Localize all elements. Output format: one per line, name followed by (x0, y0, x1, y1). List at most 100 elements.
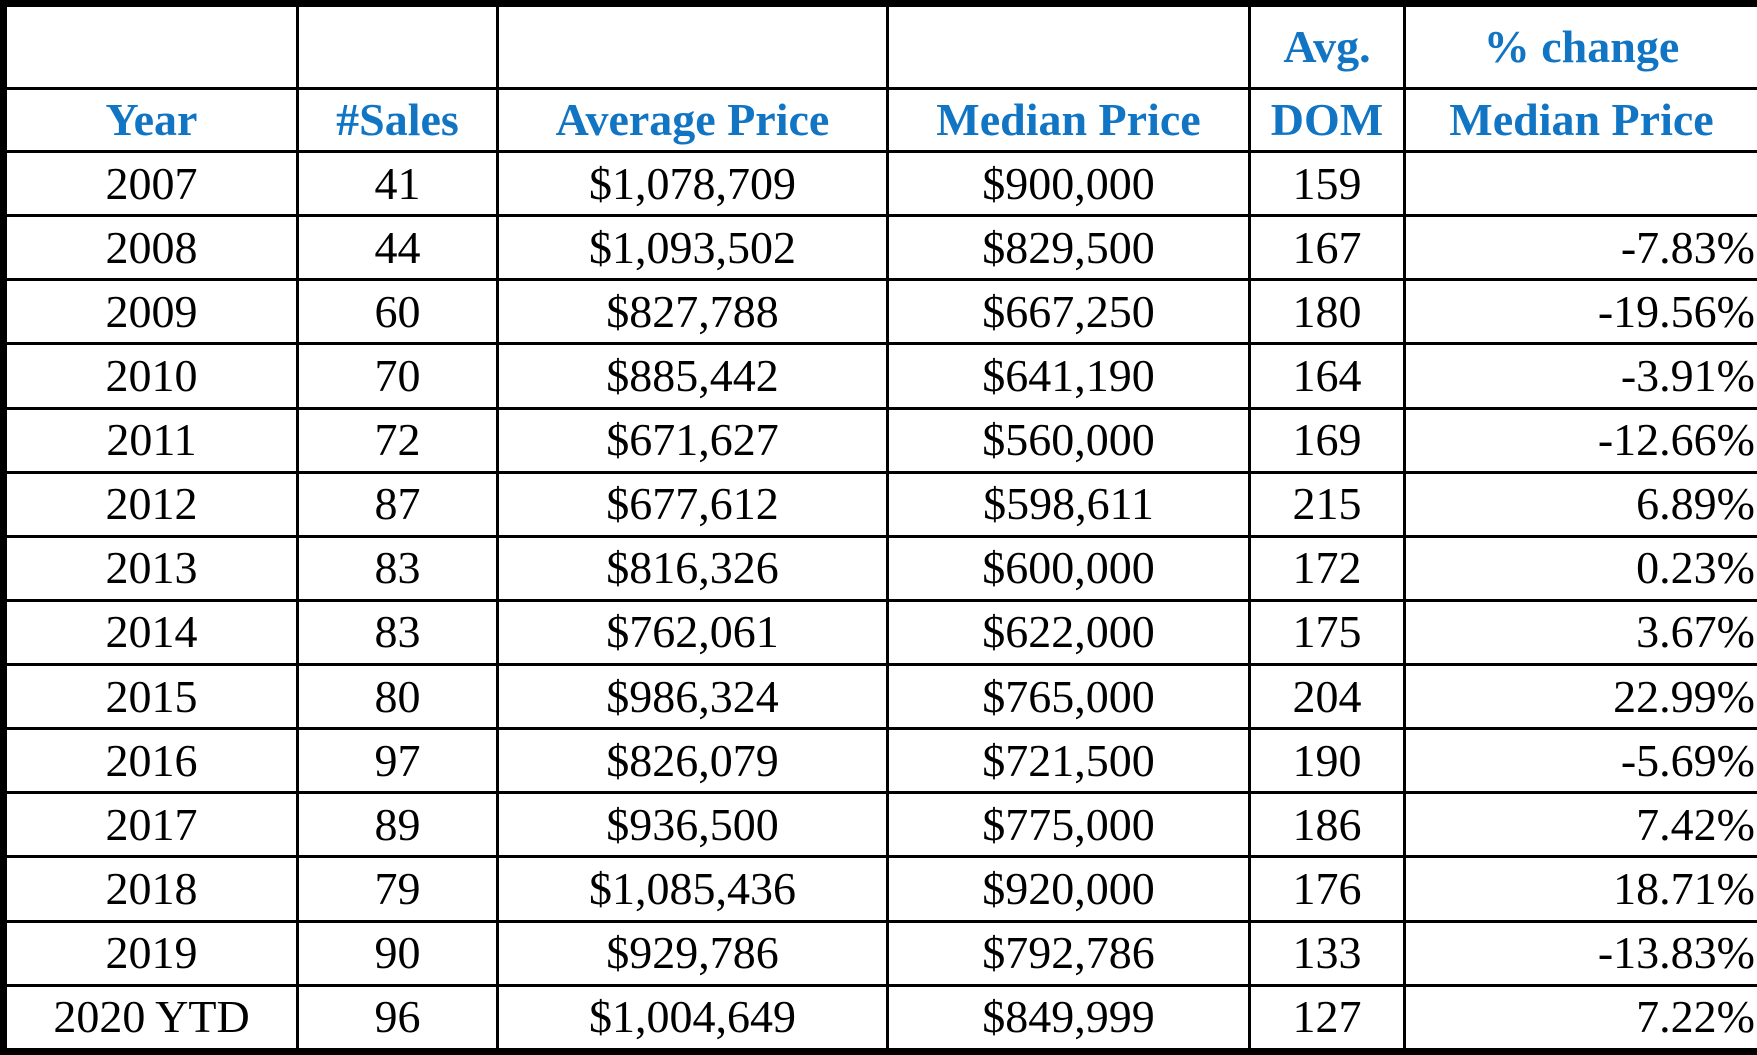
header-cell-blank (296, 2, 499, 90)
table-cell: -13.83% (1403, 919, 1757, 987)
table-row: 2018 79 $1,085,436 $920,000 176 18.71% (2, 855, 1757, 923)
table-cell: $900,000 (886, 149, 1251, 218)
table-header: Avg.% change Year #Sales Average Price Medi… (2, 2, 1757, 153)
table-cell: -7.83% (1403, 214, 1757, 282)
table-cell: $929,786 (496, 919, 889, 987)
table-cell: 2017 (2, 791, 299, 859)
header-cell: #Sales (296, 87, 499, 153)
table-cell: 186 (1248, 791, 1406, 859)
table-cell: -19.56% (1403, 278, 1757, 346)
table-cell: $826,079 (496, 727, 889, 795)
table-cell: 175 (1248, 598, 1406, 667)
table-cell: $816,326 (496, 534, 889, 602)
table-row: 2019 90 $929,786 $792,786 133 -13.83% (2, 919, 1757, 987)
table-cell: 204 (1248, 662, 1406, 731)
table-cell: 169 (1248, 406, 1406, 474)
table-body: 2007 41 $1,078,709 $900,000 159 2008 44 $1,093,… (2, 149, 1757, 1054)
table-row: 2009 60 $827,788 $667,250 180 -19.56% (2, 278, 1757, 346)
table-cell: 89 (296, 791, 499, 859)
table-cell: $775,000 (886, 791, 1251, 859)
table-cell: $671,627 (496, 406, 889, 474)
table-cell: $1,078,709 (496, 149, 889, 218)
table-cell: 3.67% (1403, 598, 1757, 667)
table-cell: $560,000 (886, 406, 1251, 474)
table-cell: $1,085,436 (496, 855, 889, 923)
table-cell: 2010 (2, 342, 299, 410)
table-row: 2020 YTD 96 $1,004,649 $849,999 127 7.22% (2, 983, 1757, 1054)
table-cell: $829,500 (886, 214, 1251, 282)
table-cell: 172 (1248, 534, 1406, 602)
table-cell: 215 (1248, 470, 1406, 538)
table-row: 2017 89 $936,500 $775,000 186 7.42% (2, 791, 1757, 859)
table-cell: 22.99% (1403, 662, 1757, 731)
table-row: 2013 83 $816,326 $600,000 172 0.23% (2, 534, 1757, 602)
table-cell: 2018 (2, 855, 299, 923)
header-cell-blank (496, 2, 889, 90)
header-row-bottom: Year #Sales Average Price Median Price DOM Me… (2, 87, 1757, 153)
table-cell: 2015 (2, 662, 299, 731)
table-cell: $936,500 (496, 791, 889, 859)
table-cell: $622,000 (886, 598, 1251, 667)
table-cell: 83 (296, 598, 499, 667)
table-cell: 2012 (2, 470, 299, 538)
table-cell: $792,786 (886, 919, 1251, 987)
table-cell: $600,000 (886, 534, 1251, 602)
table-cell: $677,612 (496, 470, 889, 538)
header-cell: Median Price (886, 87, 1251, 153)
table-cell: 2019 (2, 919, 299, 987)
table-cell: $986,324 (496, 662, 889, 731)
table-cell: 97 (296, 727, 499, 795)
table-cell: $827,788 (496, 278, 889, 346)
table-cell: 2011 (2, 406, 299, 474)
table-cell: 90 (296, 919, 499, 987)
table-cell: $849,999 (886, 983, 1251, 1054)
table-cell: -3.91% (1403, 342, 1757, 410)
table-cell: 0.23% (1403, 534, 1757, 602)
table-cell: 83 (296, 534, 499, 602)
table-cell: 2014 (2, 598, 299, 667)
table-cell: 159 (1248, 149, 1406, 218)
table-row: 2008 44 $1,093,502 $829,500 167 -7.83% (2, 214, 1757, 282)
header-cell-blank (2, 2, 299, 90)
table-cell: 79 (296, 855, 499, 923)
header-cell: DOM (1248, 87, 1406, 153)
table-cell: 2013 (2, 534, 299, 602)
table-cell: $721,500 (886, 727, 1251, 795)
table-cell: $1,093,502 (496, 214, 889, 282)
table-row: 2007 41 $1,078,709 $900,000 159 (2, 149, 1757, 218)
table-cell: 7.42% (1403, 791, 1757, 859)
table-cell: $920,000 (886, 855, 1251, 923)
table-cell: 2020 YTD (2, 983, 299, 1054)
header-cell: Average Price (496, 87, 889, 153)
table-cell: 2009 (2, 278, 299, 346)
table-cell: 190 (1248, 727, 1406, 795)
table-cell: 127 (1248, 983, 1406, 1054)
table-cell: 80 (296, 662, 499, 731)
table-row: 2011 72 $671,627 $560,000 169 -12.66% (2, 406, 1757, 474)
table-cell: 167 (1248, 214, 1406, 282)
table-cell: 60 (296, 278, 499, 346)
header-cell: Year (2, 87, 299, 153)
table-cell: 164 (1248, 342, 1406, 410)
table-cell: 44 (296, 214, 499, 282)
table-cell: 2008 (2, 214, 299, 282)
header-row-top: Avg.% change (2, 2, 1757, 90)
table-cell: 18.71% (1403, 855, 1757, 923)
table-cell: 96 (296, 983, 499, 1054)
header-cell: Median Price (1403, 87, 1757, 153)
table-cell: 133 (1248, 919, 1406, 987)
table-cell: $885,442 (496, 342, 889, 410)
table-row: 2014 83 $762,061 $622,000 175 3.67% (2, 598, 1757, 667)
table-row: 2012 87 $677,612 $598,611 215 6.89% (2, 470, 1757, 538)
table-cell: 6.89% (1403, 470, 1757, 538)
table-cell: $598,611 (886, 470, 1251, 538)
table-cell: 72 (296, 406, 499, 474)
table-cell: $1,004,649 (496, 983, 889, 1054)
header-cell-top: Avg. (1248, 2, 1406, 90)
table-cell: 7.22% (1403, 983, 1757, 1054)
table-cell: 41 (296, 149, 499, 218)
header-cell-top: % change (1403, 2, 1757, 90)
table-row: 2010 70 $885,442 $641,190 164 -3.91% (2, 342, 1757, 410)
table-cell (1403, 149, 1757, 218)
